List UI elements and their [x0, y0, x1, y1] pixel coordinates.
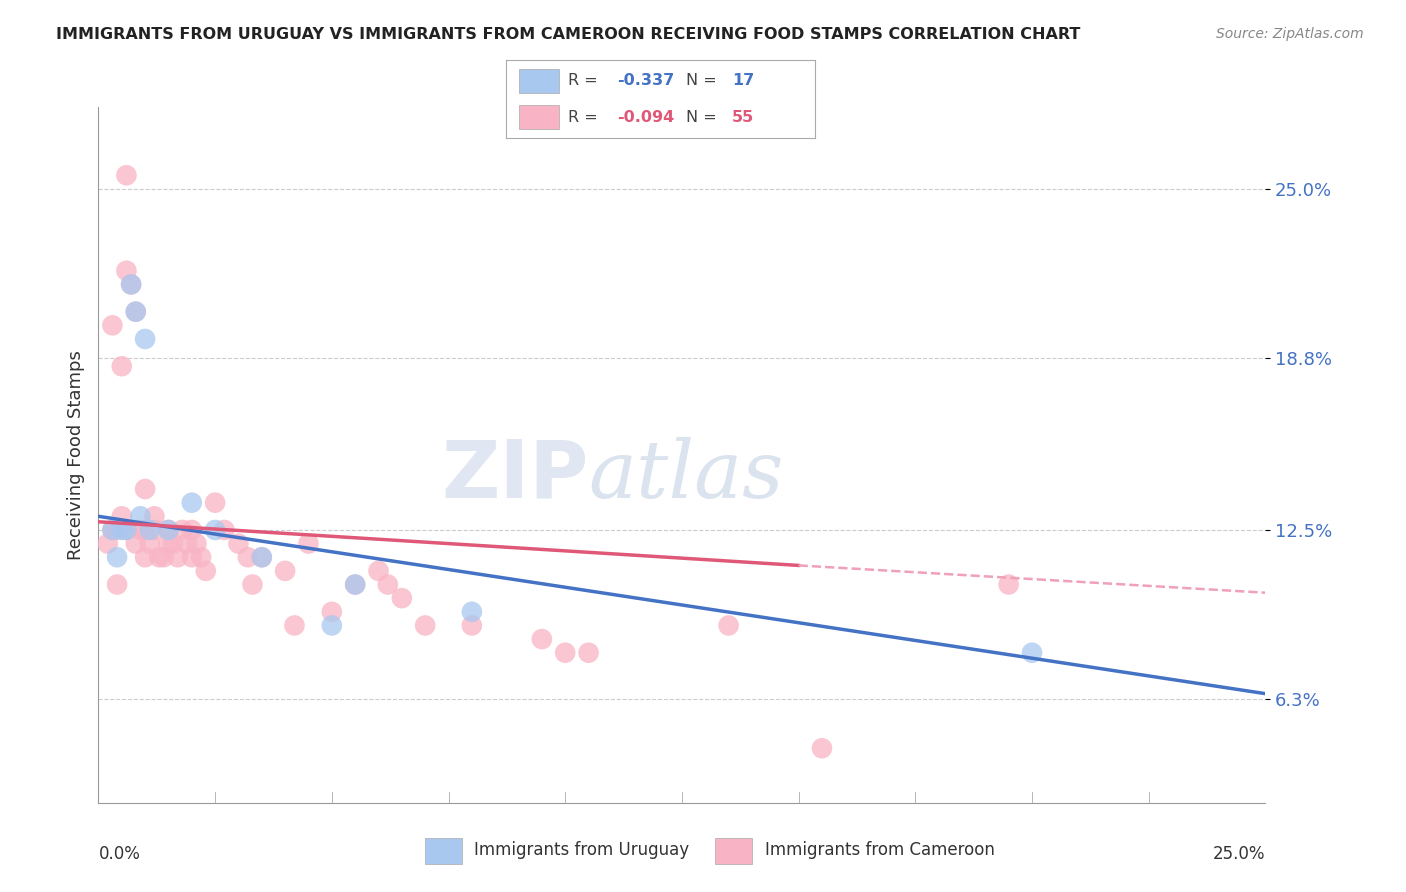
Point — [143, 509, 166, 524]
Point — [115, 523, 138, 537]
Point — [125, 304, 148, 318]
Point — [321, 605, 343, 619]
Point — [172, 523, 194, 537]
Point — [129, 523, 152, 537]
Text: IMMIGRANTS FROM URUGUAY VS IMMIGRANTS FROM CAMEROON RECEIVING FOOD STAMPS CORREL: IMMIGRANTS FROM URUGUAY VS IMMIGRANTS FR… — [56, 27, 1081, 42]
Text: 55: 55 — [733, 110, 754, 125]
Point — [377, 577, 399, 591]
Point — [120, 277, 142, 292]
Point — [194, 564, 217, 578]
Point — [115, 168, 138, 182]
Point — [530, 632, 553, 646]
Point — [101, 523, 124, 537]
Point — [204, 496, 226, 510]
Point — [1021, 646, 1043, 660]
Point — [717, 618, 740, 632]
Text: R =: R = — [568, 110, 603, 125]
Text: N =: N = — [686, 73, 721, 88]
Text: 0.0%: 0.0% — [98, 845, 141, 863]
Point — [115, 523, 138, 537]
Bar — [519, 105, 558, 128]
Text: -0.337: -0.337 — [617, 73, 675, 88]
Point — [139, 536, 162, 550]
Point — [134, 332, 156, 346]
Text: Immigrants from Cameroon: Immigrants from Cameroon — [765, 840, 994, 859]
Point — [461, 618, 484, 632]
Point — [129, 509, 152, 524]
Point — [139, 523, 162, 537]
Point — [186, 536, 208, 550]
Text: R =: R = — [568, 73, 603, 88]
Point — [250, 550, 273, 565]
Point — [554, 646, 576, 660]
Point — [105, 550, 128, 565]
Point — [578, 646, 600, 660]
Point — [111, 509, 134, 524]
Point — [134, 550, 156, 565]
Point — [190, 550, 212, 565]
Point — [105, 577, 128, 591]
Point — [143, 523, 166, 537]
Point — [344, 577, 367, 591]
Bar — [425, 838, 461, 863]
Text: 17: 17 — [733, 73, 754, 88]
Point — [204, 523, 226, 537]
Point — [242, 577, 264, 591]
Y-axis label: Receiving Food Stamps: Receiving Food Stamps — [66, 350, 84, 560]
Point — [115, 264, 138, 278]
Point — [997, 577, 1019, 591]
Point — [180, 550, 202, 565]
Text: Immigrants from Uruguay: Immigrants from Uruguay — [474, 840, 689, 859]
Point — [101, 318, 124, 333]
Bar — [519, 70, 558, 93]
Text: ZIP: ZIP — [441, 437, 589, 515]
Point — [283, 618, 305, 632]
Point — [162, 536, 184, 550]
Point — [344, 577, 367, 591]
Point — [166, 550, 188, 565]
Text: atlas: atlas — [589, 437, 785, 515]
Point — [274, 564, 297, 578]
Point — [367, 564, 389, 578]
Point — [125, 536, 148, 550]
Point — [250, 550, 273, 565]
Text: N =: N = — [686, 110, 721, 125]
Text: -0.094: -0.094 — [617, 110, 675, 125]
Text: 25.0%: 25.0% — [1213, 845, 1265, 863]
Point — [152, 550, 174, 565]
Point — [134, 482, 156, 496]
Point — [97, 536, 120, 550]
Text: Source: ZipAtlas.com: Source: ZipAtlas.com — [1216, 27, 1364, 41]
Point — [157, 523, 180, 537]
Point — [101, 523, 124, 537]
Point — [391, 591, 413, 606]
Point — [214, 523, 236, 537]
Point — [228, 536, 250, 550]
Bar — [716, 838, 752, 863]
Point — [180, 496, 202, 510]
Point — [120, 277, 142, 292]
Point — [157, 523, 180, 537]
Point — [134, 523, 156, 537]
Point — [105, 523, 128, 537]
Point — [811, 741, 834, 756]
Point — [321, 618, 343, 632]
Point — [111, 359, 134, 374]
Point — [111, 523, 134, 537]
Point — [176, 536, 198, 550]
Point — [180, 523, 202, 537]
Point — [125, 304, 148, 318]
Point — [148, 550, 170, 565]
Point — [157, 536, 180, 550]
Point — [413, 618, 436, 632]
Point — [297, 536, 319, 550]
Point — [461, 605, 484, 619]
Point — [236, 550, 259, 565]
